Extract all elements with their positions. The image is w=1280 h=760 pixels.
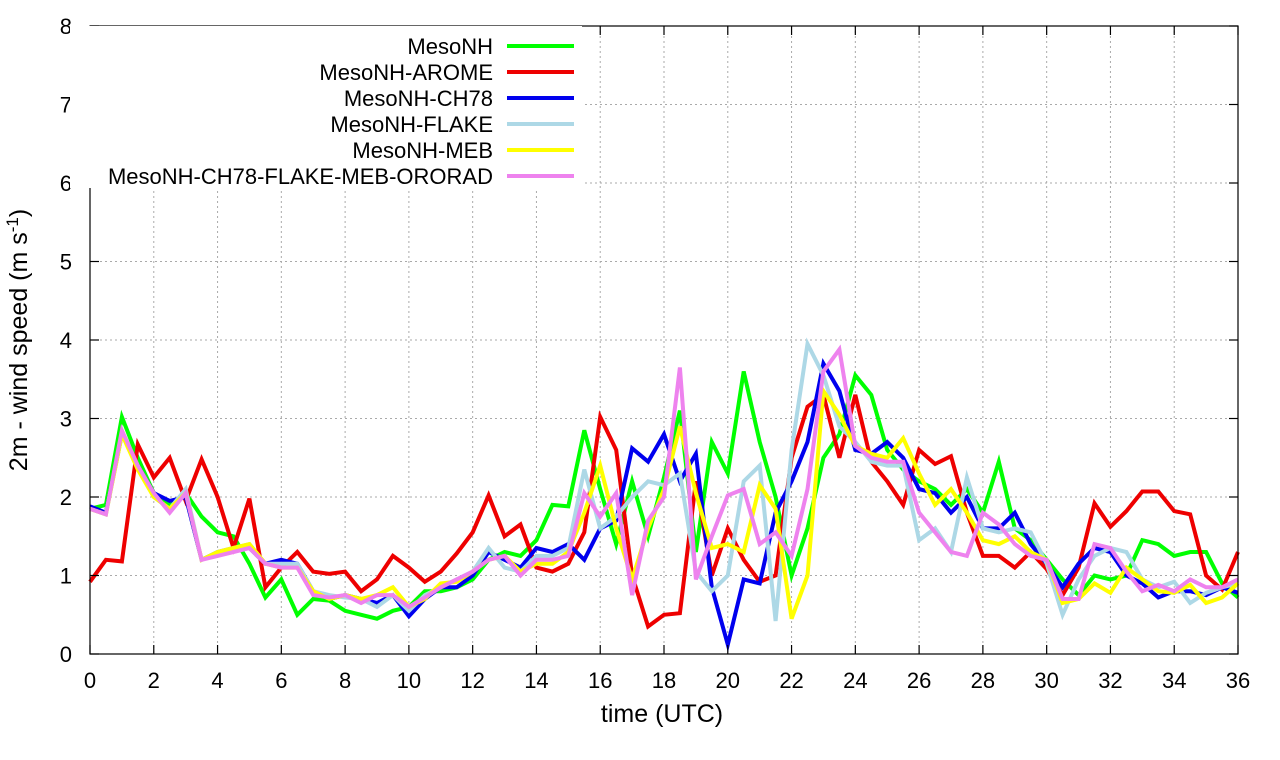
x-tick-label: 20 [716, 668, 740, 693]
y-axis-title-exponent: -1 [3, 217, 22, 232]
legend: MesoNHMesoNH-AROMEMesoNH-CH78MesoNH-FLAK… [70, 26, 582, 189]
x-tick-label: 22 [779, 668, 803, 693]
x-axis-title: time (UTC) [601, 700, 723, 728]
x-tick-label: 30 [1034, 668, 1058, 693]
y-tick-label: 3 [60, 407, 72, 432]
y-tick-label: 2 [60, 485, 72, 510]
legend-label: MesoNH-AROME [319, 60, 493, 85]
y-tick-label: 0 [60, 642, 72, 667]
y-tick-label: 4 [60, 328, 72, 353]
x-tick-label: 0 [84, 668, 96, 693]
x-tick-label: 24 [843, 668, 867, 693]
legend-label: MesoNH-FLAKE [330, 112, 493, 137]
y-axis-title: 2m - wind speed (m s-1) [3, 209, 33, 471]
x-tick-label: 18 [652, 668, 676, 693]
x-tick-label: 2 [148, 668, 160, 693]
series-line-6 [89, 344, 1239, 610]
x-tick-label: 12 [460, 668, 484, 693]
y-tick-label: 8 [60, 14, 72, 39]
x-tick-label: 28 [971, 668, 995, 693]
x-tick-label: 4 [211, 668, 223, 693]
x-tick-label: 8 [339, 668, 351, 693]
y-tick-label: 7 [60, 93, 72, 118]
legend-label: MesoNH-MEB [352, 138, 493, 163]
x-tick-label: 16 [588, 668, 612, 693]
legend-label: MesoNH [407, 34, 493, 59]
series-lines [88, 337, 1240, 653]
legend-label: MesoNH-CH78 [344, 86, 493, 111]
x-tick-label: 34 [1162, 668, 1186, 693]
x-tick-label: 36 [1226, 668, 1250, 693]
x-tick-label: 6 [275, 668, 287, 693]
y-axis-title-main: 2m - wind speed (m s [5, 232, 33, 471]
y-tick-label: 1 [60, 564, 72, 589]
x-tick-label: 26 [907, 668, 931, 693]
y-tick-label: 5 [60, 250, 72, 275]
y-tick-label: 6 [60, 171, 72, 196]
legend-label: MesoNH-CH78-FLAKE-MEB-ORORAD [108, 164, 493, 189]
y-axis-title-end: ) [5, 209, 33, 217]
x-tick-label: 32 [1098, 668, 1122, 693]
x-tick-label: 14 [524, 668, 548, 693]
x-tick-label: 10 [397, 668, 421, 693]
legend-background [70, 26, 582, 188]
